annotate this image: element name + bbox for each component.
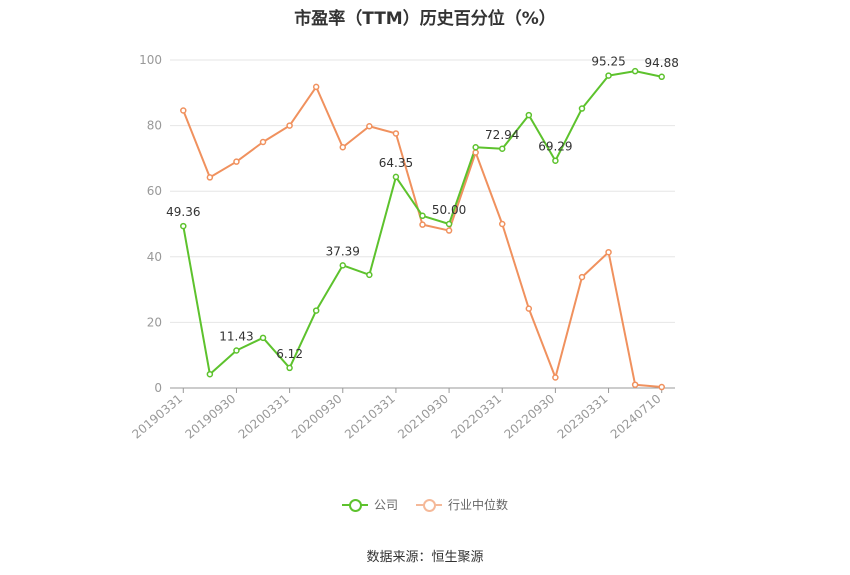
- data-point-1: [498, 220, 506, 228]
- data-point-1: [180, 107, 187, 114]
- data-point-0: [552, 157, 559, 164]
- x-tick-label: 20190331: [129, 392, 185, 442]
- legend-label-company: 公司: [373, 498, 398, 512]
- data-point-1: [578, 273, 586, 281]
- data-point-1: [445, 227, 453, 234]
- series-lines: [182, 70, 662, 389]
- legend-label-industry-median: 行业中位数: [448, 498, 509, 512]
- y-tick-label: 80: [147, 119, 162, 133]
- y-tick-label: 60: [147, 184, 162, 198]
- y-tick-label: 0: [154, 381, 162, 395]
- y-tick-label: 100: [139, 53, 162, 67]
- x-axis: [170, 387, 675, 393]
- data-label: 72.94: [485, 128, 519, 142]
- data-point-0: [498, 145, 506, 153]
- grid-lines: [170, 59, 675, 323]
- data-point-1: [286, 122, 293, 129]
- x-tick-label: 20200930: [289, 392, 345, 442]
- x-tick-label: 20230331: [555, 392, 611, 442]
- legend-swatch-company: [341, 498, 368, 512]
- data-point-0: [339, 262, 347, 269]
- data-point-0: [578, 105, 586, 112]
- data-label: 94.88: [645, 56, 679, 70]
- data-point-0: [419, 212, 426, 220]
- y-tick-label: 20: [147, 315, 162, 329]
- data-point-0: [259, 334, 267, 342]
- data-point-1: [339, 143, 347, 151]
- data-point-1: [366, 123, 373, 130]
- legend-item-company[interactable]: 公司: [341, 496, 398, 513]
- x-tick-label: 20220331: [448, 392, 504, 442]
- data-label: 50.00: [432, 203, 466, 217]
- data-point-1: [419, 221, 426, 228]
- data-point-1: [658, 383, 665, 391]
- data-point-1: [233, 158, 240, 165]
- x-axis-tick-labels: 2019033120190930202003312020093020210331…: [129, 392, 663, 442]
- data-point-0: [445, 220, 453, 228]
- data-point-0: [366, 271, 373, 279]
- data-point-0: [392, 173, 400, 181]
- data-label: 64.35: [379, 156, 413, 170]
- data-point-0: [286, 364, 293, 372]
- source-note: 数据来源：恒生聚源: [366, 550, 484, 565]
- data-label: 95.25: [591, 55, 625, 69]
- data-point-0: [180, 222, 187, 230]
- x-tick-label: 20190930: [183, 392, 239, 442]
- x-tick-label: 20200331: [236, 392, 292, 442]
- data-point-1: [312, 83, 320, 91]
- y-tick-label: 40: [147, 250, 162, 264]
- data-point-1: [206, 174, 214, 181]
- y-axis-tick-labels: 0 20 40 60 80 100: [139, 53, 162, 395]
- data-point-1: [259, 138, 267, 146]
- data-point-1: [605, 248, 612, 256]
- data-label: 69.29: [538, 140, 572, 154]
- data-point-0: [525, 111, 533, 119]
- series-points: [180, 67, 665, 391]
- data-point-1: [392, 130, 400, 137]
- data-point-1: [525, 305, 533, 312]
- data-point-1: [631, 381, 639, 388]
- data-point-0: [472, 143, 479, 151]
- data-labels: 49.36 11.43 6.12 37.39 64.35 50.00 72.94 69.29 9…: [166, 55, 679, 361]
- chart-title: 市盈率（TTM）历史百分位（%）: [294, 9, 556, 29]
- data-label: 49.36: [166, 205, 200, 219]
- data-point-0: [206, 370, 214, 378]
- data-point-0: [233, 347, 240, 354]
- x-tick-label: 20240710: [608, 392, 664, 442]
- legend-swatch-industry-median: [416, 498, 442, 512]
- legend: 公司 行业中位数: [0, 496, 850, 513]
- x-tick-label: 20210331: [342, 392, 398, 442]
- data-label: 37.39: [326, 244, 360, 258]
- data-point-1: [472, 149, 479, 156]
- data-point-1: [552, 374, 559, 381]
- data-point-0: [631, 67, 639, 75]
- x-tick-label: 20220930: [502, 392, 558, 442]
- legend-item-industry-median[interactable]: 行业中位数: [416, 496, 508, 513]
- data-point-0: [312, 307, 320, 314]
- data-label: 6.12: [276, 347, 303, 361]
- data-point-0: [658, 73, 665, 81]
- data-point-0: [605, 72, 612, 79]
- x-tick-label: 20210930: [395, 392, 451, 442]
- data-label: 11.43: [219, 330, 253, 344]
